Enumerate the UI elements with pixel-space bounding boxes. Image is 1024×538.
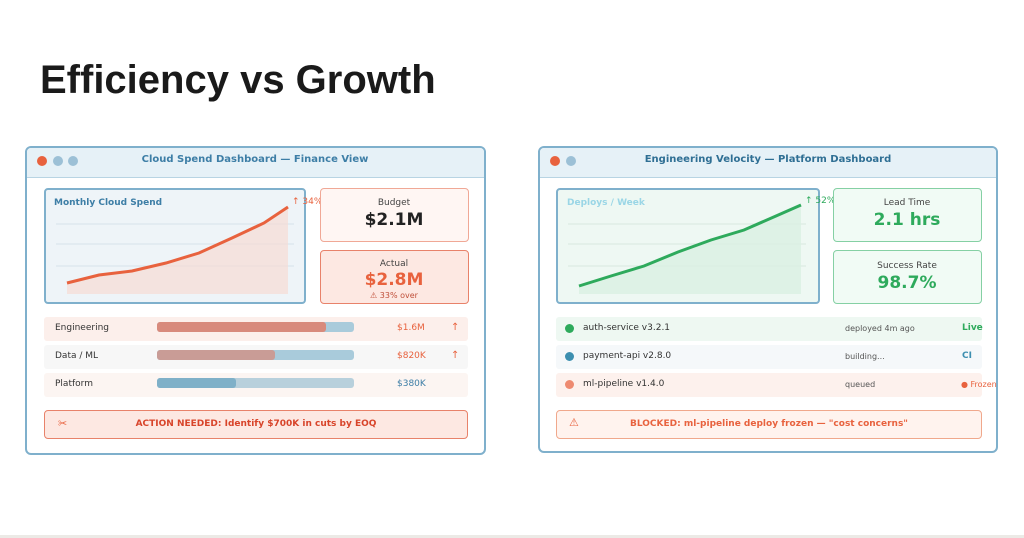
success-card	[833, 250, 982, 304]
sparkline	[568, 203, 806, 294]
card-value: 98.7%	[877, 273, 937, 293]
footer-strip	[0, 535, 1024, 538]
row-name: ml-pipeline v1.4.0	[583, 379, 665, 389]
card-value: $2.8M	[364, 270, 424, 290]
row-tag: ● Frozen	[961, 380, 997, 389]
row-trend: ↑	[451, 322, 460, 333]
sparkline-line	[66, 205, 289, 285]
chart-title: Monthly Cloud Spend	[54, 198, 163, 208]
actual-card	[320, 250, 469, 304]
progress-fill	[157, 378, 236, 388]
sparkline	[56, 205, 294, 294]
sparkline-area	[67, 207, 288, 294]
window-dot	[53, 156, 63, 166]
window-title: Engineering Velocity — Platform Dashboar…	[644, 154, 892, 165]
row-trend: ↑	[451, 350, 460, 361]
window-dot	[68, 156, 78, 166]
card-label: Budget	[377, 198, 411, 208]
lead-time-card	[833, 188, 982, 242]
row-status: building...	[845, 352, 885, 361]
alert-text: ACTION NEEDED: Identify $700K in cuts by…	[135, 419, 377, 429]
row-name: Data / ML	[55, 351, 99, 361]
progress-track	[157, 322, 354, 332]
status-dot	[565, 324, 574, 333]
status-dot	[565, 352, 574, 361]
window-dot	[37, 156, 47, 166]
progress-fill	[157, 350, 276, 360]
progress-fill	[157, 322, 327, 332]
card-label: Lead Time	[883, 198, 931, 208]
window-header	[540, 148, 996, 178]
change-label: ↑ 52%	[805, 196, 836, 206]
row-amount: $380K	[397, 379, 426, 389]
deploy-row	[556, 317, 982, 341]
budget-card	[320, 188, 469, 242]
alert-icon: ✂	[58, 417, 68, 430]
window-title: Cloud Spend Dashboard — Finance View	[141, 154, 369, 165]
card-label: Success Rate	[877, 261, 937, 271]
row-status: queued	[845, 380, 876, 389]
progress-track	[157, 378, 354, 388]
status-dot	[565, 380, 574, 389]
alert-text: BLOCKED: ml-pipeline deploy frozen — "co…	[629, 419, 909, 429]
sparkline-area	[579, 205, 801, 294]
progress-track	[157, 350, 354, 360]
slide-title: Efficiency vs Growth	[40, 58, 436, 102]
window-dot	[566, 156, 576, 166]
alert-banner	[44, 410, 468, 439]
row-tag: Live	[962, 323, 983, 333]
row-amount: $1.6M	[397, 323, 425, 333]
row-name: payment-api v2.8.0	[583, 351, 672, 361]
row-amount: $820K	[397, 351, 426, 361]
row-name: Engineering	[55, 323, 109, 333]
deploy-row	[556, 345, 982, 369]
sparkline-line	[578, 203, 802, 288]
row-name: Platform	[55, 379, 93, 389]
chart-title: Deploys / Week	[567, 198, 645, 208]
deploy-row	[556, 373, 982, 397]
card-note: ⚠ 33% over	[370, 291, 418, 300]
row-name: auth-service v3.2.1	[583, 323, 671, 333]
row-tag: CI	[962, 351, 972, 361]
card-value: $2.1M	[364, 210, 424, 230]
card-value: 2.1 hrs	[873, 210, 941, 230]
change-label: ↑ 34%	[292, 197, 323, 207]
window-dot	[550, 156, 560, 166]
window-header	[27, 148, 484, 178]
row-status: deployed 4m ago	[845, 324, 915, 333]
alert-icon: ⚠	[569, 416, 579, 429]
alert-banner	[556, 410, 982, 439]
card-label: Actual	[379, 259, 409, 269]
